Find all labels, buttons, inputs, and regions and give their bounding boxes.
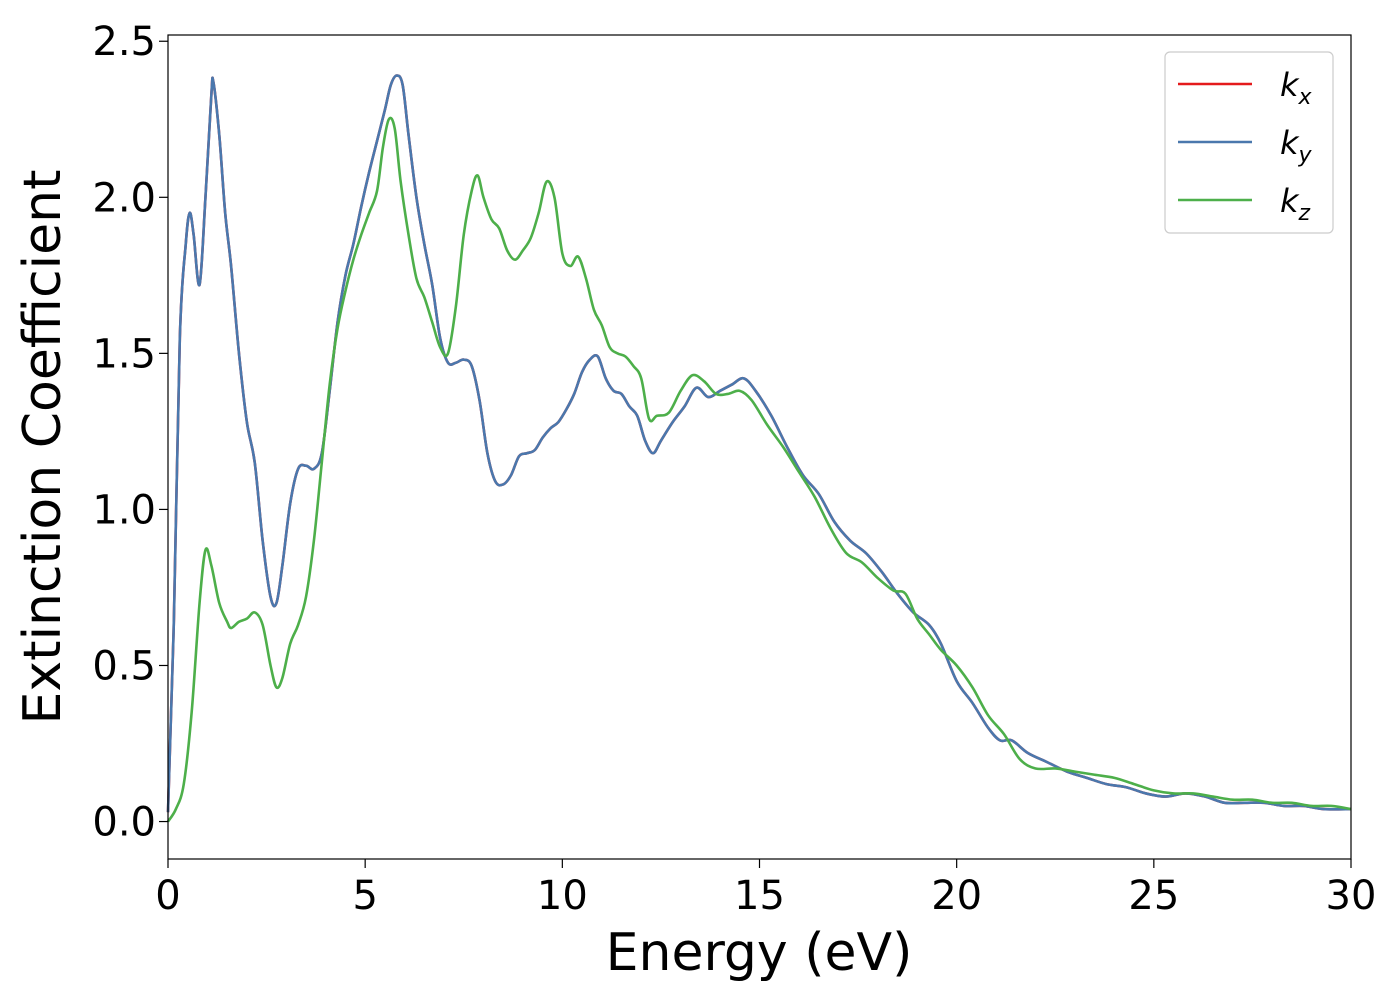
x-tick-label: 25: [1128, 873, 1179, 919]
series-line-kz: [166, 116, 1352, 823]
x-axis-label: Energy (eV): [606, 923, 913, 983]
axis-ticks: 0 5 10 15 20 25 30 0.0 0.5 1.0 1.5 2.0 2.5: [92, 19, 1376, 919]
y-tick-label: 0.0: [92, 800, 156, 846]
legend-label-base: k: [1280, 182, 1300, 220]
x-tick-label: 10: [537, 873, 588, 919]
legend-label-base: k: [1280, 124, 1300, 162]
legend-label-subscript: y: [1298, 143, 1313, 168]
x-tick-label: 20: [931, 873, 982, 919]
legend-label-subscript: z: [1298, 201, 1311, 226]
y-tick-label: 1.0: [92, 487, 156, 533]
legend-label-kz: kz: [1280, 182, 1311, 226]
legend-label-ky: ky: [1280, 124, 1313, 168]
x-tick-label: 0: [155, 873, 180, 919]
y-tick-label: 2.0: [92, 175, 156, 221]
series-line-ky: [166, 74, 1352, 813]
legend-label-kx: kx: [1280, 66, 1313, 110]
x-tick-label: 15: [734, 873, 785, 919]
y-axis-label: Extinction Coefficient: [13, 170, 73, 725]
x-tick-label: 5: [352, 873, 377, 919]
legend-label-base: k: [1280, 66, 1300, 104]
series-lines: [166, 74, 1352, 823]
y-tick-label: 0.5: [92, 643, 156, 689]
legend-label-subscript: x: [1298, 85, 1313, 110]
y-tick-label: 1.5: [92, 331, 156, 377]
x-tick-label: 30: [1326, 873, 1377, 919]
y-tick-label: 2.5: [92, 19, 156, 65]
